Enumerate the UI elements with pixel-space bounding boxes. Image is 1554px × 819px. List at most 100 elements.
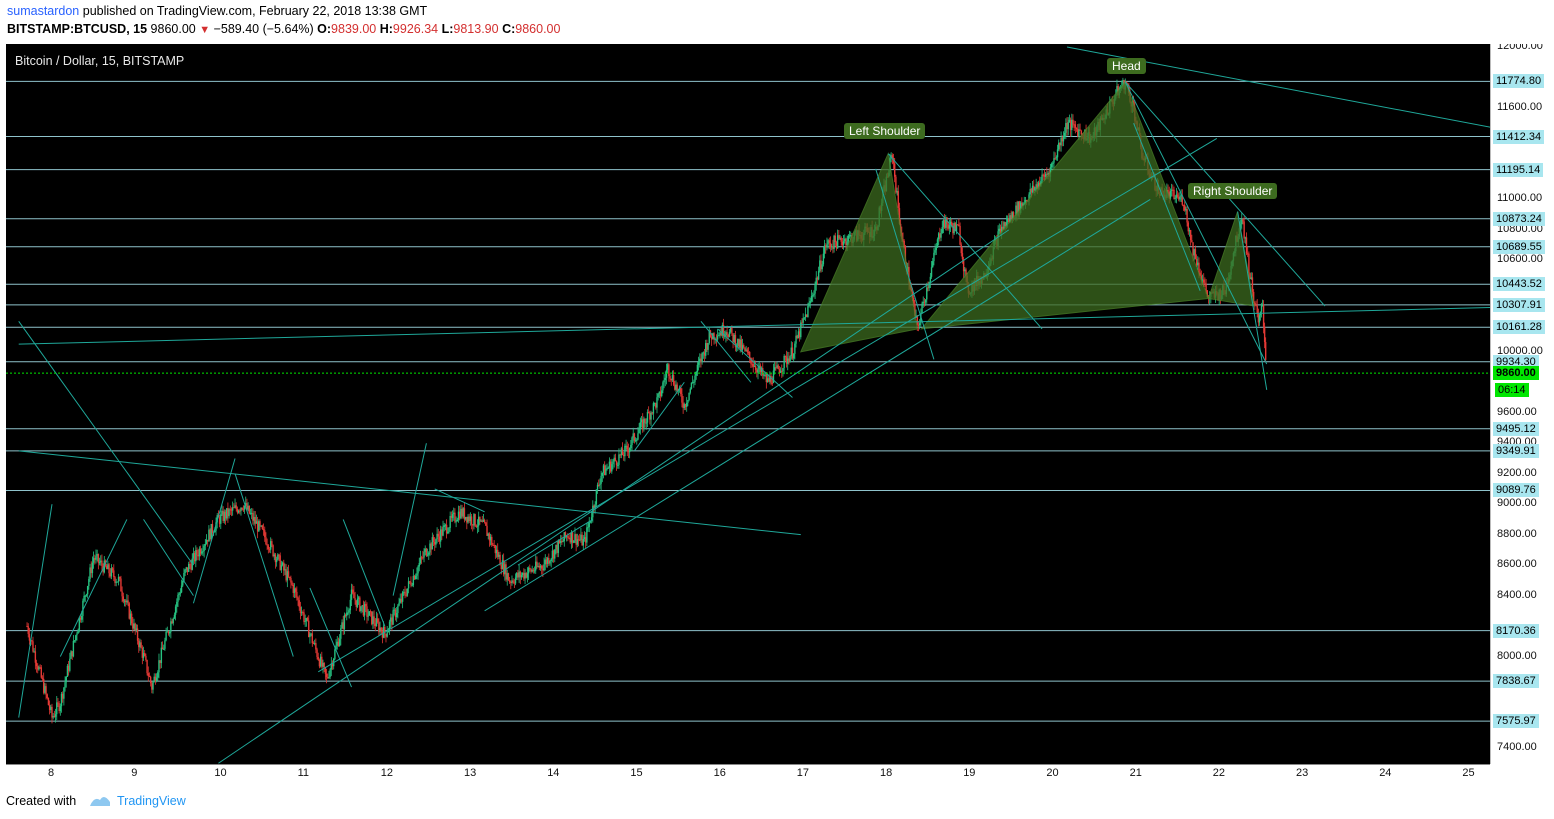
candle-body [777, 365, 779, 370]
price-axis[interactable]: 12000.00 11600.00 11000.00 10800.00 10600.00… [1490, 44, 1554, 764]
time-tick-label: 8 [48, 767, 55, 779]
published-text: published on TradingView.com, February 2… [82, 4, 428, 18]
candle-body [306, 617, 309, 621]
candle-body [770, 376, 772, 383]
candle-body [1258, 315, 1261, 323]
candle-body [684, 404, 687, 407]
candle-body [116, 581, 119, 583]
candle-body [430, 543, 432, 550]
trend-line [1237, 211, 1268, 390]
candle-body [1204, 282, 1206, 284]
candle-body [286, 571, 289, 581]
time-tick-label: 12 [380, 767, 394, 779]
candle-body [160, 647, 163, 664]
candle-body [60, 693, 63, 707]
candle-body [1185, 209, 1187, 211]
candle-body [429, 543, 431, 553]
candle-body [334, 649, 336, 659]
time-tick-label: 18 [880, 767, 893, 779]
tradingview-brand-link[interactable]: TradingView [117, 794, 186, 808]
candle-body [1198, 262, 1200, 273]
candle-body [558, 540, 561, 543]
candle-body [581, 534, 583, 546]
candle-body [965, 269, 967, 276]
level-price-tag: 10161.28 [1493, 320, 1545, 335]
candle-body [1205, 283, 1207, 291]
candle-body [545, 559, 548, 564]
candle-body [608, 461, 611, 468]
candle-body [756, 369, 758, 373]
candle-body [317, 656, 319, 660]
candle-body [650, 412, 652, 420]
candle-body [788, 358, 790, 363]
candle-body [544, 559, 546, 565]
candle-body [444, 524, 447, 526]
candle-body [392, 610, 394, 625]
candle-body [636, 439, 638, 441]
candle-body [482, 519, 485, 522]
candle-body [187, 563, 190, 572]
time-tick-label: 21 [1129, 767, 1142, 779]
candle-body [462, 508, 464, 517]
candle-body [94, 558, 96, 560]
candle-body [65, 676, 67, 683]
candle-body [121, 591, 123, 597]
candle-body [926, 287, 928, 300]
level-price-tag: 10689.55 [1493, 239, 1545, 254]
candle-body [802, 318, 804, 323]
candle-body [123, 600, 126, 602]
tradingview-logo-icon[interactable] [88, 794, 112, 811]
candle-body [355, 600, 357, 607]
time-axis[interactable]: 8 9 10 11 12 13 14 15 16 17 18 19 20 21 22 23 24 25 [6, 764, 1490, 783]
candle-body [933, 252, 935, 262]
candle-body [630, 445, 632, 449]
candle-body [83, 595, 85, 601]
candle-body [606, 468, 608, 470]
candle-body [964, 269, 966, 272]
candle-body [1179, 196, 1181, 200]
candle-body [934, 250, 936, 253]
candle-body [1257, 313, 1260, 323]
candle-body [1060, 137, 1062, 146]
candle-body [523, 572, 525, 579]
author-link[interactable]: sumastardon [7, 4, 80, 18]
candle-body [135, 628, 138, 630]
candle-body [601, 472, 604, 476]
trend-line [59, 519, 128, 657]
candle-body [241, 507, 243, 510]
candle-body [781, 370, 783, 372]
candle-body [348, 610, 350, 613]
candle-body [264, 530, 266, 538]
candle-body [1173, 189, 1175, 199]
chart-pane[interactable]: Bitcoin / Dollar, 15, BITSTAMP Left Shou… [6, 44, 1490, 764]
candle-body [395, 613, 398, 618]
candle-body [303, 612, 305, 622]
candle-body [895, 176, 897, 193]
price-tick-label: 9000.00 [1497, 497, 1537, 510]
candle-body [1174, 197, 1176, 199]
candle-body [555, 544, 557, 550]
candle-body [599, 483, 601, 485]
candle-body [811, 295, 814, 297]
level-price-tag: 9349.91 [1493, 443, 1539, 458]
candle-body [651, 412, 653, 414]
candle-body [477, 516, 480, 526]
candle-body [369, 611, 372, 613]
candle-body [1071, 119, 1073, 131]
candle-body [411, 585, 413, 587]
candle-body [67, 665, 70, 671]
candle-body [526, 573, 529, 578]
price-chart[interactable] [6, 44, 1490, 764]
candle-body [107, 564, 109, 570]
candle-body [1054, 158, 1056, 160]
candle-body [850, 235, 852, 237]
candle-body [338, 638, 341, 646]
candle-body [300, 612, 303, 614]
symbol-name[interactable]: BITSTAMP:BTCUSD, 15 [7, 22, 148, 36]
candle-body [321, 656, 323, 667]
candle-body [512, 580, 514, 583]
candle-body [39, 667, 41, 669]
candle-body [826, 244, 828, 248]
candle-body [278, 554, 280, 556]
candle-body [157, 672, 159, 678]
